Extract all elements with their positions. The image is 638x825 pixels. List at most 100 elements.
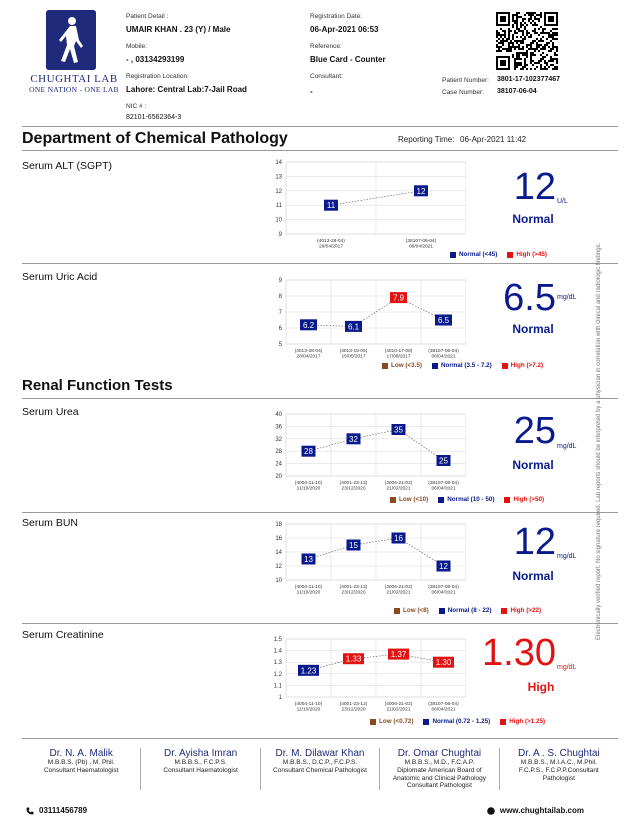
x-tick-label: (4013-15-05) 15/05/2017: [340, 348, 368, 360]
result-value-uric-acid: 6.5: [503, 277, 556, 319]
data-label: 6.5: [438, 316, 450, 325]
x-tick-label: (4004-11-10) 11/10/2020: [295, 701, 323, 713]
y-tick-label: 13: [275, 174, 282, 180]
section-title-renal: Renal Function Tests: [22, 377, 173, 394]
header-divider: [22, 126, 618, 127]
x-tick-label: (4001-23-12) 23/12/2020: [340, 701, 368, 713]
legend-low: Low (<10): [390, 496, 428, 503]
y-tick-label: 12: [275, 564, 282, 570]
case-number-label: Case Number:: [442, 89, 484, 96]
doctor-qualification: M.B.B.S., D.C.P., F.C.P.S.: [282, 759, 358, 766]
mobile-value: - , 03134293199: [126, 55, 185, 64]
legend-normal: Normal (10 - 50): [438, 496, 494, 503]
data-label: 7.9: [393, 294, 405, 303]
patient-number-label: Patient Number:: [442, 77, 489, 84]
result-unit-alt: U/L: [557, 198, 568, 205]
doctor-qualification: M.B.B.S., F.C.P.S.: [174, 759, 227, 766]
phone-icon: [26, 807, 34, 815]
data-label: 15: [349, 541, 358, 550]
y-tick-label: 12: [275, 189, 282, 195]
y-tick-label: 1.2: [274, 672, 283, 678]
doctor-name: Dr. A . S. Chughtai: [517, 748, 600, 759]
legend-low: Low (<3.5): [382, 362, 422, 369]
doctor-title: Pathologist: [542, 774, 575, 782]
logo-name: CHUGHTAI LAB: [30, 73, 118, 85]
x-tick-label: (4006-21-02) 21/02/2021: [385, 584, 413, 596]
data-point: [436, 455, 451, 466]
doctor-qualification: M.B.B.S., M.D., F.C.A.P.: [404, 759, 475, 766]
legend-normal: Normal (3.5 - 7.2): [431, 362, 492, 369]
doctor-title: Consultant Chemical Pathologist: [273, 766, 367, 774]
divider: [22, 263, 618, 264]
legend-creatinine: Low (<0.72) Normal (0.72 - 1.25) High (>…: [360, 718, 545, 725]
data-point: [301, 445, 316, 457]
data-point: [391, 424, 406, 435]
test-name-bun: Serum BUN: [22, 517, 79, 529]
data-label: 6.2: [303, 321, 315, 330]
data-label: 6.1: [348, 322, 360, 331]
doctor-block: Dr. N. A. Malik M.B.B.S. (Pb) , M. Phil.…: [22, 748, 140, 790]
walking-man-icon: [46, 10, 96, 70]
divider: [22, 623, 618, 624]
doctor-title: Consultant Haematologist: [43, 766, 119, 774]
series-line: [308, 429, 444, 461]
footer-website[interactable]: www.chughtailab.com: [487, 806, 584, 815]
y-tick-label: 1.5: [274, 637, 283, 643]
data-point: [346, 539, 361, 551]
y-tick-label: 14: [275, 160, 282, 166]
logo-tagline: ONE NATION - ONE LAB: [29, 85, 119, 94]
x-tick-label: (4001-23-12) 23/12/2020: [340, 584, 368, 596]
nic-label: NIC # :: [126, 103, 147, 110]
y-tick-label: 9: [279, 232, 283, 238]
doctor-block: Dr. Omar Chughtai M.B.B.S., M.D., F.C.A.…: [379, 748, 498, 791]
qr-code-icon: [496, 12, 558, 70]
data-label: 13: [304, 555, 313, 564]
doctor-block: Dr. Ayisha Imran M.B.B.S., F.C.P.S. Cons…: [140, 748, 259, 791]
data-point: [324, 199, 338, 211]
result-unit-uric-acid: mg/dL: [557, 294, 577, 301]
result-status-creatinine: High: [527, 680, 555, 694]
patient-detail-value: UMAIR KHAN . 23 (Y) / Male: [126, 25, 231, 34]
consultant-label: Consultant:: [310, 73, 343, 80]
data-point: [345, 320, 362, 332]
case-number-value: 38107-06-04: [497, 88, 537, 95]
doctor-title: F.C.P.S., F.C.P.P.Consultant: [518, 766, 599, 774]
x-tick-label: (4004-11-10) 11/10/2020: [295, 584, 323, 596]
data-point: [391, 532, 406, 544]
footer-phone[interactable]: 03111456789: [26, 806, 87, 815]
chart-uric-acid: 5 6 7 8 9 (4013-28-04) 28/04/2017 (4013-15-05) 1…: [266, 276, 467, 365]
registration-location-value: Lahore: Central Lab:7-Jail Road: [126, 85, 247, 94]
data-point: [300, 319, 317, 331]
y-tick-label: 32: [275, 437, 282, 443]
y-tick-label: 11: [276, 203, 283, 209]
divider: [22, 398, 618, 399]
consultant-value: -: [310, 87, 313, 96]
x-tick-label: (38107-06-04) 06/04/2021: [428, 584, 459, 596]
y-tick-label: 5: [279, 342, 283, 348]
doctor-title: Diplomate American Board of: [397, 766, 482, 774]
series-line: [308, 653, 444, 671]
nic-value: 82101-6562364-3: [126, 114, 182, 121]
phone-number: 03111456789: [39, 806, 88, 815]
doctor-title: Consultant Haematologist: [163, 766, 238, 774]
reference-label: Reference:: [310, 43, 342, 50]
y-tick-label: 1: [279, 695, 283, 701]
legend-high: High (>45): [507, 251, 547, 258]
legend-uric-acid: Low (<3.5) Normal (3.5 - 7.2) High (>7.2…: [372, 362, 543, 369]
result-unit-bun: mg/dL: [557, 553, 577, 560]
x-tick-label: (38107-06-04) 06/04/2021: [428, 480, 459, 492]
result-status-bun: Normal: [512, 569, 554, 583]
legend-high: High (>1.25): [500, 718, 545, 725]
data-point: [298, 664, 319, 676]
result-status-alt: Normal: [512, 212, 554, 226]
reference-value: Blue Card - Counter: [310, 55, 386, 64]
x-tick-label: (4013-28-04) 28/04/2017: [317, 238, 345, 250]
registration-location-label: Registration Location:: [126, 73, 189, 80]
y-tick-label: 6: [279, 326, 283, 332]
y-tick-label: 10: [275, 578, 282, 584]
doctor-title: Consultant Pathologist: [406, 782, 472, 790]
data-point: [436, 560, 451, 572]
doctor-name: Dr. M. Dilawar Khan: [275, 748, 365, 759]
x-tick-label: (4006-21-02) 21/02/2021: [385, 480, 413, 492]
x-tick-label: (38107-06-04) 06/04/2021: [428, 701, 459, 713]
